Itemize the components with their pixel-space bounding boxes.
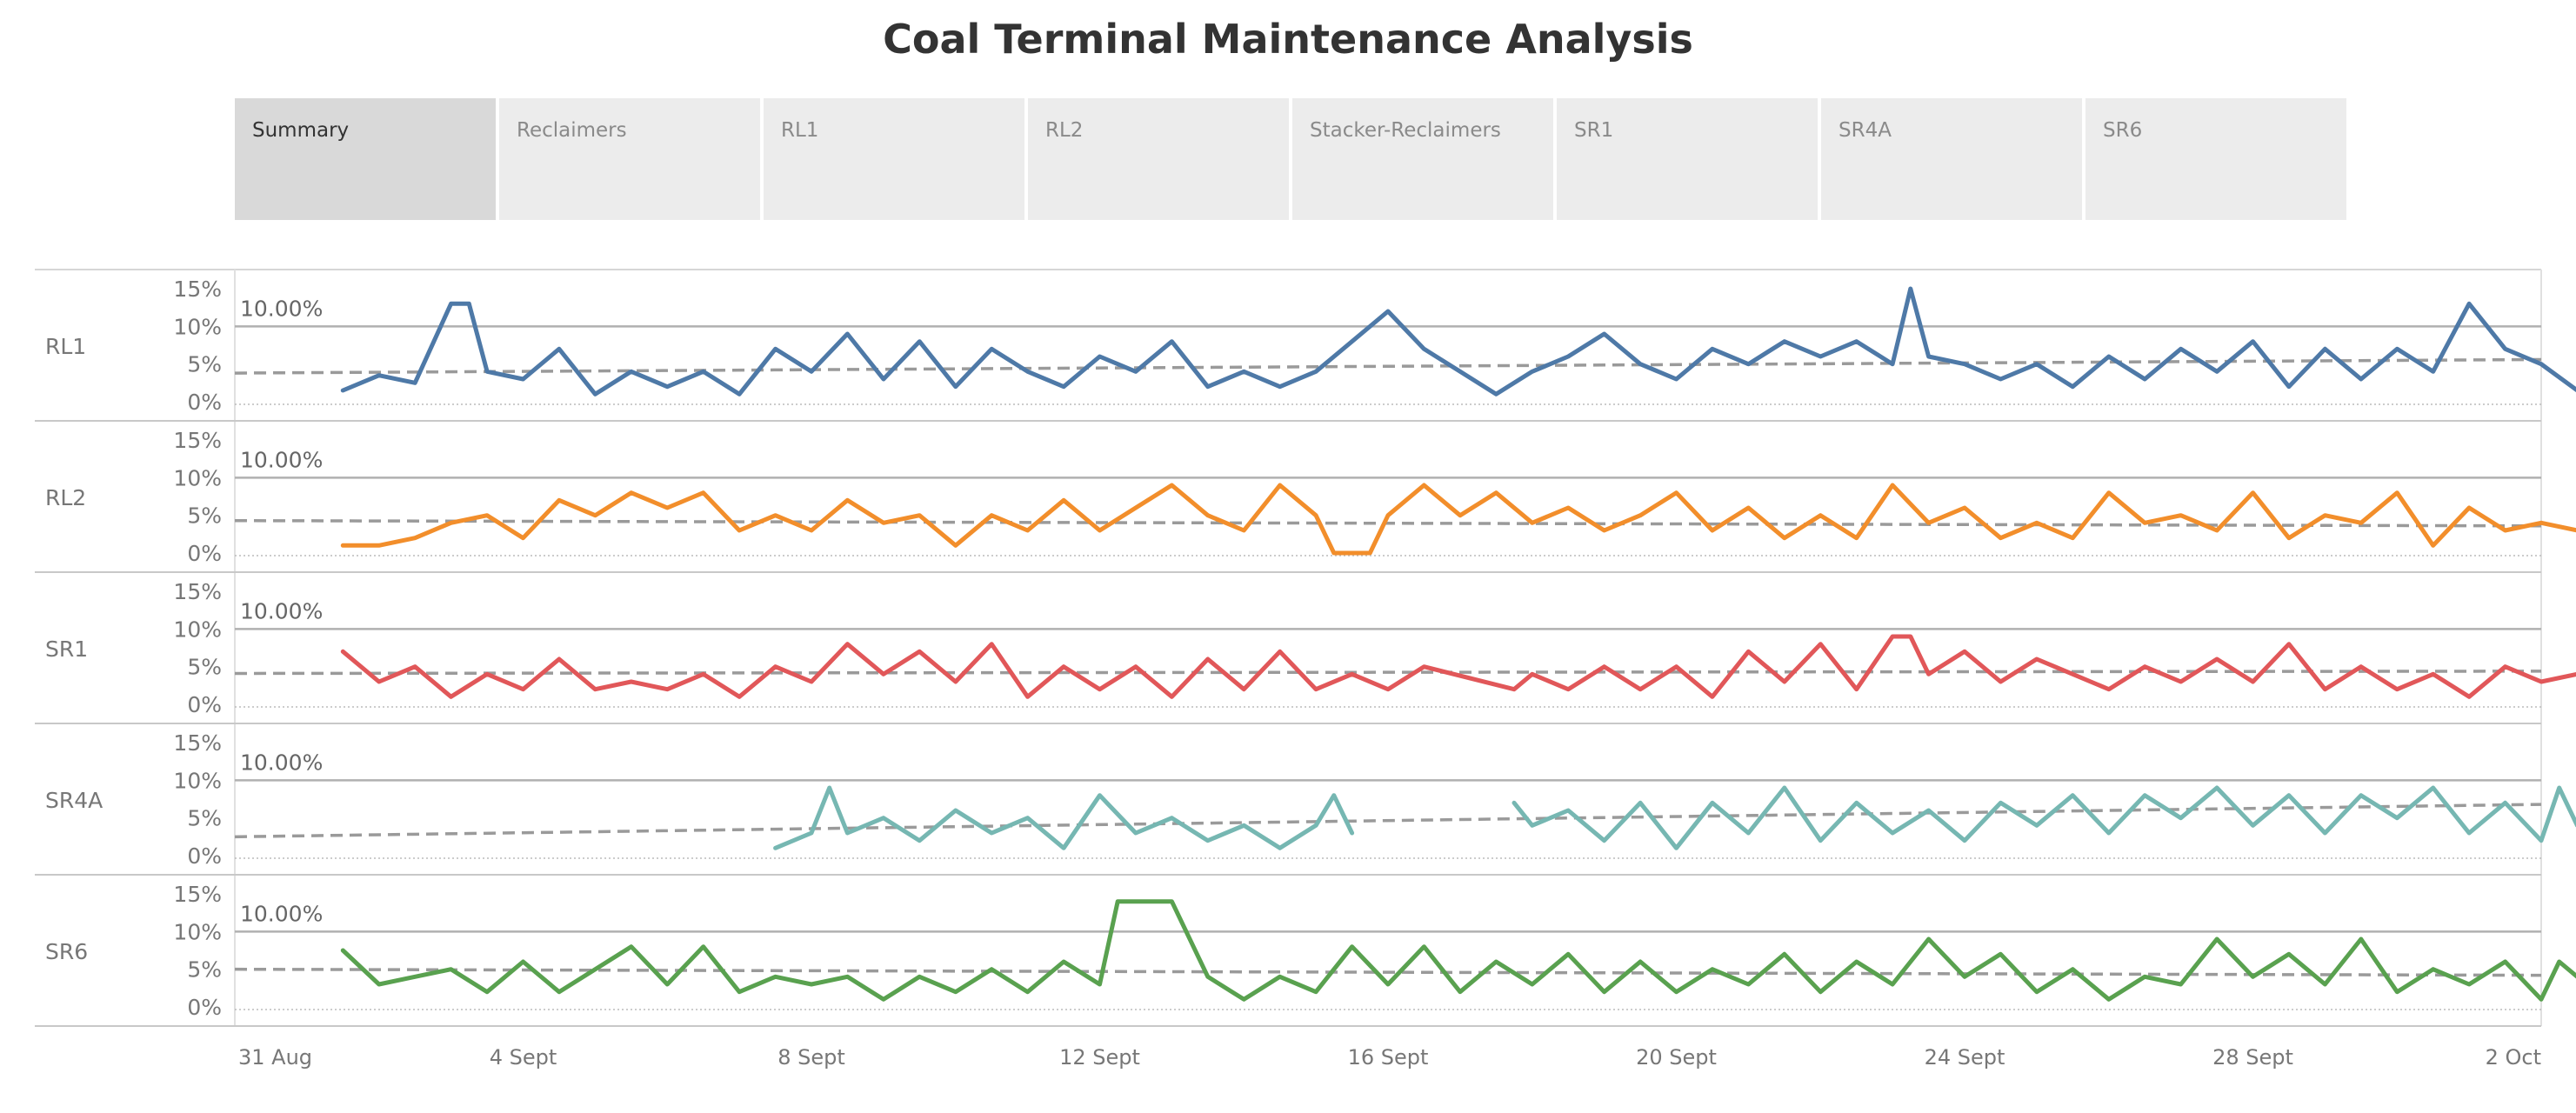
row-label-sr4a: SR4A xyxy=(45,788,103,813)
series-line-sr1 xyxy=(340,634,2576,699)
x-tick-label: 12 Sept xyxy=(1059,1045,1140,1070)
x-tick-label: 20 Sept xyxy=(1636,1045,1717,1070)
y-tick-label: 10% xyxy=(173,465,222,490)
y-tick-label: 10% xyxy=(173,616,222,642)
row-label-rl2: RL2 xyxy=(45,485,86,510)
reference-line-label: 10.00% xyxy=(240,598,323,623)
tab-summary[interactable]: Summary xyxy=(235,98,496,220)
y-tick-label: 0% xyxy=(187,541,222,566)
series-line-sr4a xyxy=(1512,785,2576,850)
x-tick-label: 8 Sept xyxy=(777,1045,845,1070)
row-label-rl1: RL1 xyxy=(45,334,86,359)
y-tick-label: 15% xyxy=(173,882,222,907)
tab-sr1[interactable]: SR1 xyxy=(1557,98,1818,220)
row-label-sr6: SR6 xyxy=(45,939,88,964)
tab-sr6[interactable]: SR6 xyxy=(2085,98,2346,220)
x-tick-label: 31 Aug xyxy=(238,1045,312,1070)
x-tick-label: 28 Sept xyxy=(2212,1045,2293,1070)
y-tick-label: 10% xyxy=(173,314,222,339)
reference-line-label: 10.00% xyxy=(240,901,323,926)
tab-stacker-reclaimers[interactable]: Stacker-Reclaimers xyxy=(1292,98,1553,220)
tab-sr4a[interactable]: SR4A xyxy=(1821,98,2082,220)
tab-bar: Summary Reclaimers RL1 RL2 Stacker-Reclaimer… xyxy=(235,98,2350,220)
reference-line-label: 10.00% xyxy=(240,447,323,472)
y-tick-label: 5% xyxy=(187,655,222,680)
y-tick-label: 5% xyxy=(187,957,222,983)
y-tick-label: 15% xyxy=(173,277,222,302)
y-tick-label: 5% xyxy=(187,503,222,529)
x-tick-label: 4 Sept xyxy=(490,1045,557,1070)
y-tick-label: 15% xyxy=(173,730,222,756)
reference-line-label: 10.00% xyxy=(240,296,323,321)
trend-line-sr6 xyxy=(234,967,2542,977)
y-tick-label: 5% xyxy=(187,806,222,831)
reference-line-label: 10.00% xyxy=(240,750,323,775)
y-tick-label: 0% xyxy=(187,390,222,415)
trend-line-sr4a xyxy=(234,803,2542,839)
y-tick-label: 15% xyxy=(173,579,222,604)
x-tick-label: 16 Sept xyxy=(1348,1045,1429,1070)
tab-rl2[interactable]: RL2 xyxy=(1028,98,1289,220)
series-line-rl2 xyxy=(340,483,2576,556)
y-tick-label: 10% xyxy=(173,768,222,793)
tab-rl1[interactable]: RL1 xyxy=(764,98,1024,220)
y-tick-label: 10% xyxy=(173,919,222,944)
y-tick-label: 15% xyxy=(173,428,222,453)
x-tick-label: 24 Sept xyxy=(1925,1045,2005,1070)
page-title: Coal Terminal Maintenance Analysis xyxy=(883,16,1693,63)
series-line-rl1 xyxy=(340,286,2576,397)
series-line-sr6 xyxy=(340,899,2576,1002)
y-tick-label: 0% xyxy=(187,843,222,869)
x-tick-label: 2 Oct xyxy=(2486,1045,2541,1070)
y-tick-label: 5% xyxy=(187,352,222,377)
series-line-sr4a xyxy=(773,785,1355,850)
trend-line-rl2 xyxy=(234,518,2542,528)
trend-line-rl1 xyxy=(234,357,2542,375)
y-tick-label: 0% xyxy=(187,995,222,1020)
row-label-sr1: SR1 xyxy=(45,636,88,662)
tab-reclaimers[interactable]: Reclaimers xyxy=(499,98,760,220)
y-tick-label: 0% xyxy=(187,692,222,717)
